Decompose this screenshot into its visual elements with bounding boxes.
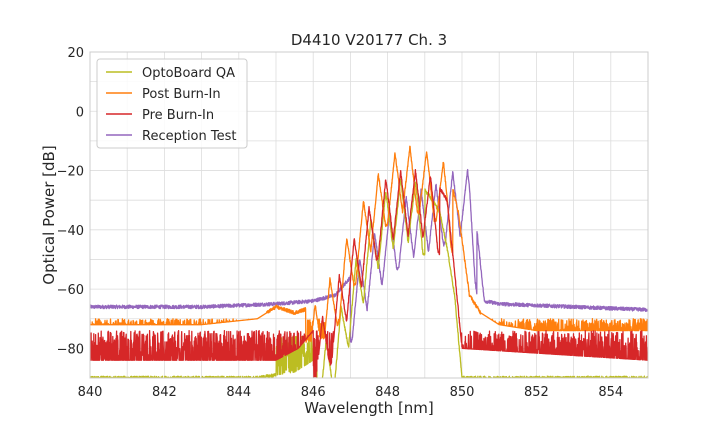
- y-tick-label: 0: [76, 105, 84, 120]
- x-tick-label: 854: [598, 385, 623, 400]
- x-axis-label: Wavelength [nm]: [304, 399, 434, 417]
- y-tick-label: 20: [67, 46, 84, 61]
- x-tick-labels: 840 842 844 846 848 850 852 854: [78, 385, 624, 400]
- legend-box: [96, 58, 248, 149]
- series-line-post-burn-in: [90, 145, 648, 343]
- legend-entry: OptoBoard QA: [142, 66, 235, 81]
- x-tick-label: 852: [524, 385, 549, 400]
- legend-entry: Pre Burn-In: [142, 108, 214, 123]
- x-tick-label: 840: [78, 385, 103, 400]
- x-tick-label: 848: [375, 385, 400, 400]
- y-tick-label: −20: [57, 165, 84, 180]
- x-tick-label: 844: [226, 385, 251, 400]
- legend-entry: Post Burn-In: [142, 87, 221, 102]
- x-tick-label: 850: [450, 385, 475, 400]
- y-tick-label: −80: [57, 342, 84, 357]
- series-line-reception-test: [90, 168, 648, 343]
- series-line-pre-burn-in: [90, 168, 648, 378]
- legend: OptoBoard QA Post Burn-In Pre Burn-In Recep…: [96, 58, 248, 149]
- plot-frame: [89, 51, 649, 379]
- y-tick-labels: 20 0 −20 −40 −60 −80: [57, 46, 84, 357]
- y-axis-label: Optical Power [dB]: [40, 145, 58, 284]
- legend-entry: Reception Test: [142, 129, 236, 144]
- x-tick-label: 846: [301, 385, 326, 400]
- x-tick-label: 842: [152, 385, 177, 400]
- y-tick-label: −60: [57, 283, 84, 298]
- y-tick-label: −40: [57, 224, 84, 239]
- chart-title: D4410 V20177 Ch. 3: [291, 31, 447, 49]
